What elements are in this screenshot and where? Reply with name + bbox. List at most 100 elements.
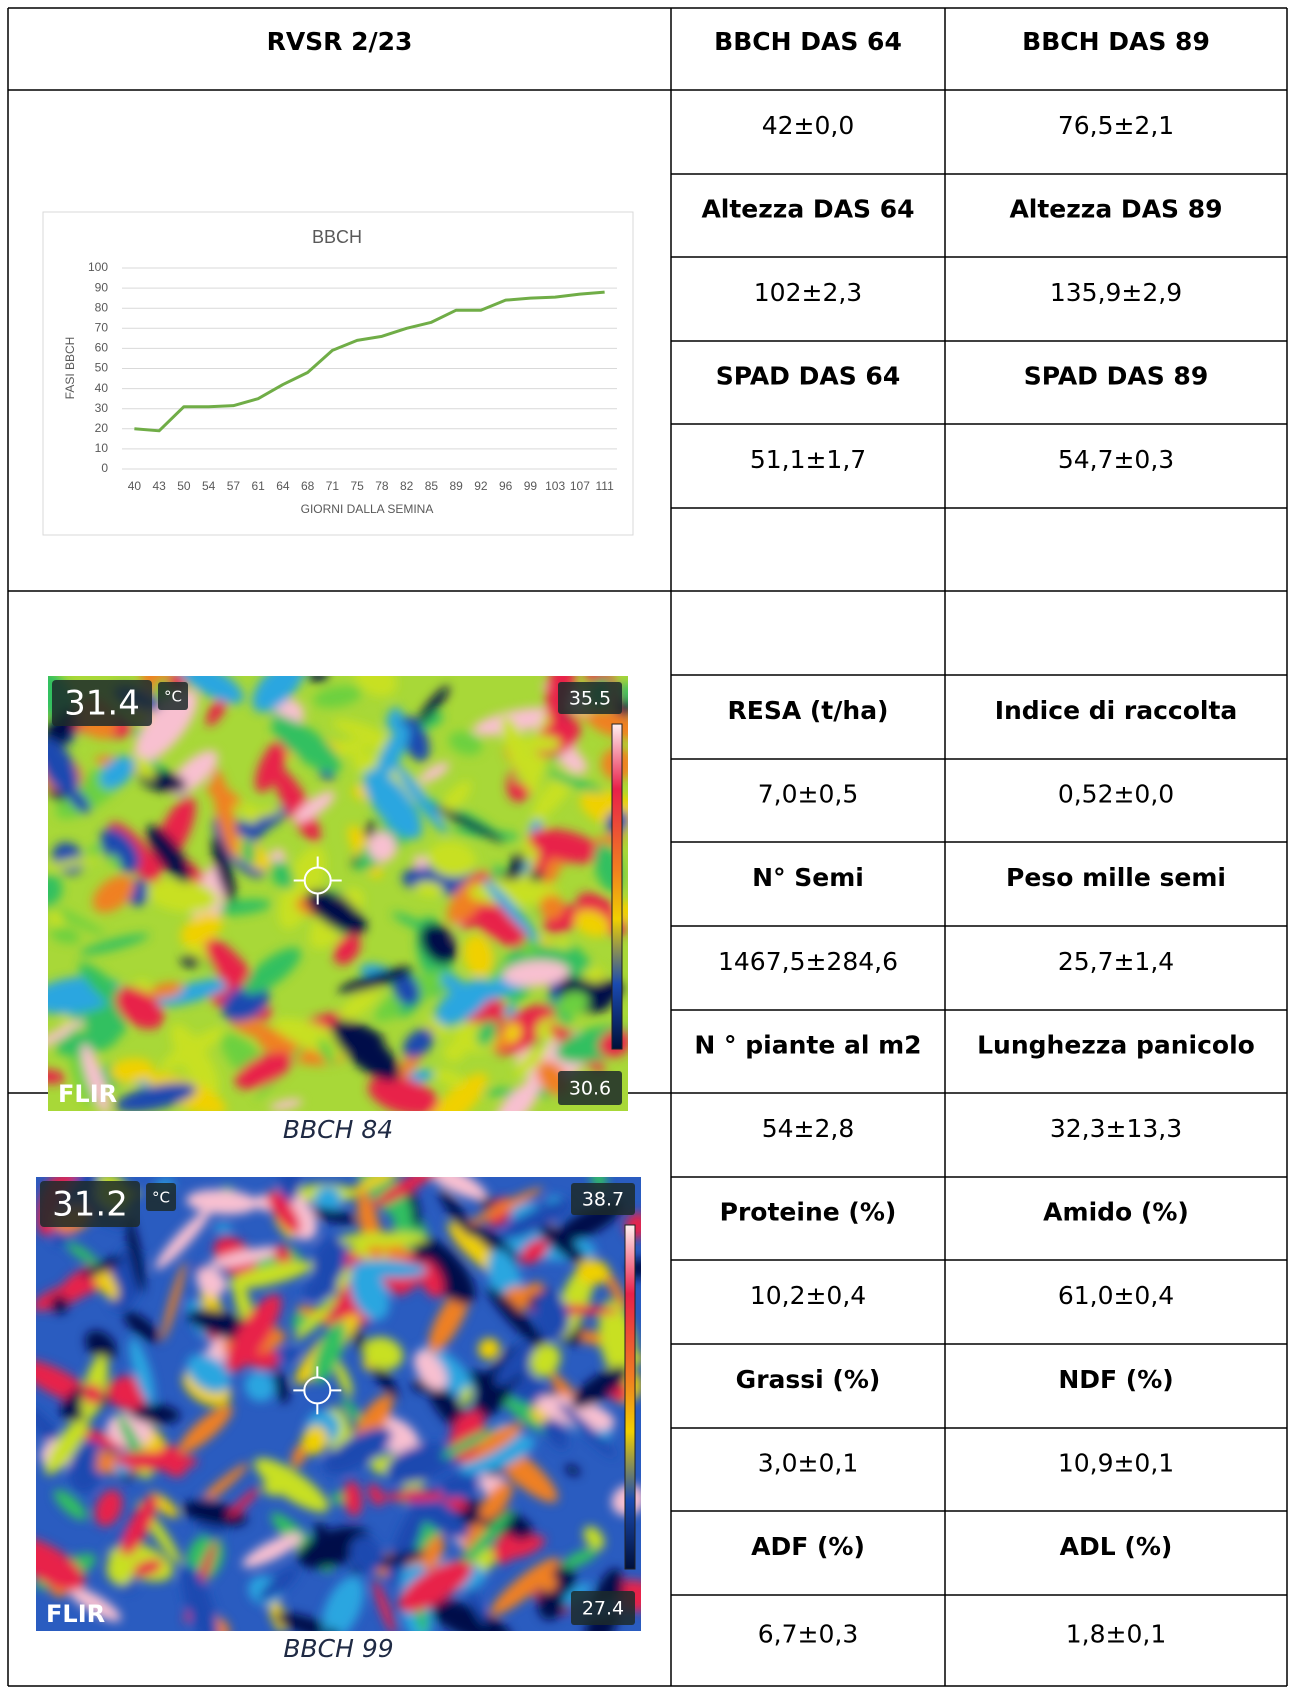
color-scale <box>624 1224 636 1570</box>
y-tick-label: 60 <box>95 341 109 355</box>
thermal-blob <box>96 1450 118 1464</box>
header-cell: RVSR 2/23 <box>267 27 413 56</box>
thermal-blob <box>490 1557 560 1616</box>
thermal-blob <box>294 1294 338 1341</box>
thermal-blob <box>254 1458 329 1512</box>
thermal-blob <box>368 1076 440 1111</box>
thermal-blob <box>186 1189 259 1215</box>
min-temp: 27.4 <box>582 1598 624 1620</box>
table-cell: 135,9±2,9 <box>1050 278 1182 307</box>
thermal-blob <box>562 1547 599 1569</box>
thermal-blob <box>50 927 81 944</box>
thermal-blob <box>244 1371 275 1402</box>
thermal-blob <box>556 991 589 1016</box>
x-tick-label: 92 <box>474 479 488 493</box>
thermal-blob <box>533 1291 570 1340</box>
thermal-blob <box>243 947 301 995</box>
table-cell: Proteine (%) <box>720 1198 897 1227</box>
thermal-blob <box>227 1260 314 1289</box>
thermal-blob <box>161 1261 187 1341</box>
thermal-blob <box>417 685 450 725</box>
y-tick-label: 40 <box>95 381 109 395</box>
thermal-blob <box>225 1294 282 1373</box>
thermal-blob <box>277 1177 301 1205</box>
thermal-blob <box>422 1535 445 1570</box>
thermal-blob <box>208 1246 283 1268</box>
thermal-blob <box>240 839 256 865</box>
thermal-blob <box>580 1330 602 1345</box>
thermal-blob <box>181 1564 219 1631</box>
table-cell: N° Semi <box>752 863 864 892</box>
x-tick-label: 61 <box>251 479 265 493</box>
x-tick-label: 78 <box>375 479 389 493</box>
x-tick-label: 99 <box>524 479 538 493</box>
thermal-blob <box>476 1020 497 1047</box>
thermal-blob <box>270 860 294 890</box>
thermal-blob <box>66 1242 99 1266</box>
thermal-blob <box>519 940 539 956</box>
thermal-blob <box>459 1386 473 1406</box>
thermal-blob <box>235 1052 293 1090</box>
unit-box <box>158 682 188 710</box>
thermal-blob <box>273 1371 289 1404</box>
header-cell: BBCH DAS 64 <box>714 27 902 56</box>
thermal-blob <box>68 1586 121 1622</box>
thermal-blob <box>338 966 414 994</box>
unit: °C <box>152 1189 170 1207</box>
thermal-blob <box>321 1596 359 1631</box>
thermal-blob <box>146 825 191 883</box>
thermal-blob <box>520 1239 549 1265</box>
thermal-blob <box>441 973 467 996</box>
thermal-blob <box>373 1579 396 1631</box>
thermal-blob <box>397 1560 473 1613</box>
thermal-blob <box>478 1338 501 1360</box>
thermal-blob <box>337 1232 428 1247</box>
thermal-image: 31.4 °C 35.5 30.6 FLIR <box>48 676 628 1111</box>
thermal-image: 31.2 °C 38.7 27.4 FLIR <box>36 1177 641 1631</box>
thermal-blob <box>403 1028 434 1059</box>
logo: FLIR <box>46 1600 105 1628</box>
thermal-blob <box>448 731 483 756</box>
y-axis-label: FASI BBCH <box>63 337 77 400</box>
table-cell: SPAD DAS 64 <box>716 362 900 391</box>
thermal-blob <box>494 1081 539 1111</box>
y-tick-label: 50 <box>95 361 109 375</box>
thermal-blob <box>36 1537 86 1591</box>
thermal-blob <box>155 1209 211 1270</box>
color-scale <box>611 723 623 1050</box>
max-temp: 38.7 <box>582 1189 624 1211</box>
thermal-blob <box>82 1383 103 1405</box>
thermal-blob <box>434 1069 465 1087</box>
thermal-blob <box>100 828 140 873</box>
thermal-blob <box>274 1244 292 1267</box>
thermal-blob <box>228 1017 280 1041</box>
thermal-blob <box>79 933 150 955</box>
thermal-blob <box>472 707 557 736</box>
thermal-blob <box>445 1499 534 1541</box>
thermal-blob <box>212 768 238 857</box>
thermal-blob <box>339 983 382 1022</box>
thermal-blob <box>48 855 100 871</box>
crosshair-lines <box>293 856 342 905</box>
table-cell: 6,7±0,3 <box>758 1620 858 1649</box>
thermal-blob <box>306 889 367 935</box>
max-temp: 35.5 <box>569 688 611 710</box>
thermal-blob <box>414 881 444 897</box>
table-cell: 10,9±0,1 <box>1058 1449 1174 1478</box>
x-tick-label: 68 <box>301 479 315 493</box>
thermal-blob <box>375 724 410 781</box>
table-cell: 10,2±0,4 <box>750 1281 866 1310</box>
thermal-blob <box>308 1207 358 1224</box>
max-box <box>558 682 622 714</box>
thermal-blob <box>503 1004 517 1018</box>
table-cell: 54±2,8 <box>762 1114 855 1143</box>
thermal-blob <box>196 1267 227 1296</box>
table-cell: 76,5±2,1 <box>1058 111 1174 140</box>
thermal-blob <box>242 802 258 825</box>
y-tick-label: 90 <box>95 280 109 294</box>
thermal-blob <box>129 1337 155 1405</box>
table-cell: 7,0±0,5 <box>758 780 858 809</box>
thermal-blob <box>487 1286 548 1352</box>
thermal-blob <box>55 1027 120 1057</box>
x-tick-label: 43 <box>152 479 166 493</box>
